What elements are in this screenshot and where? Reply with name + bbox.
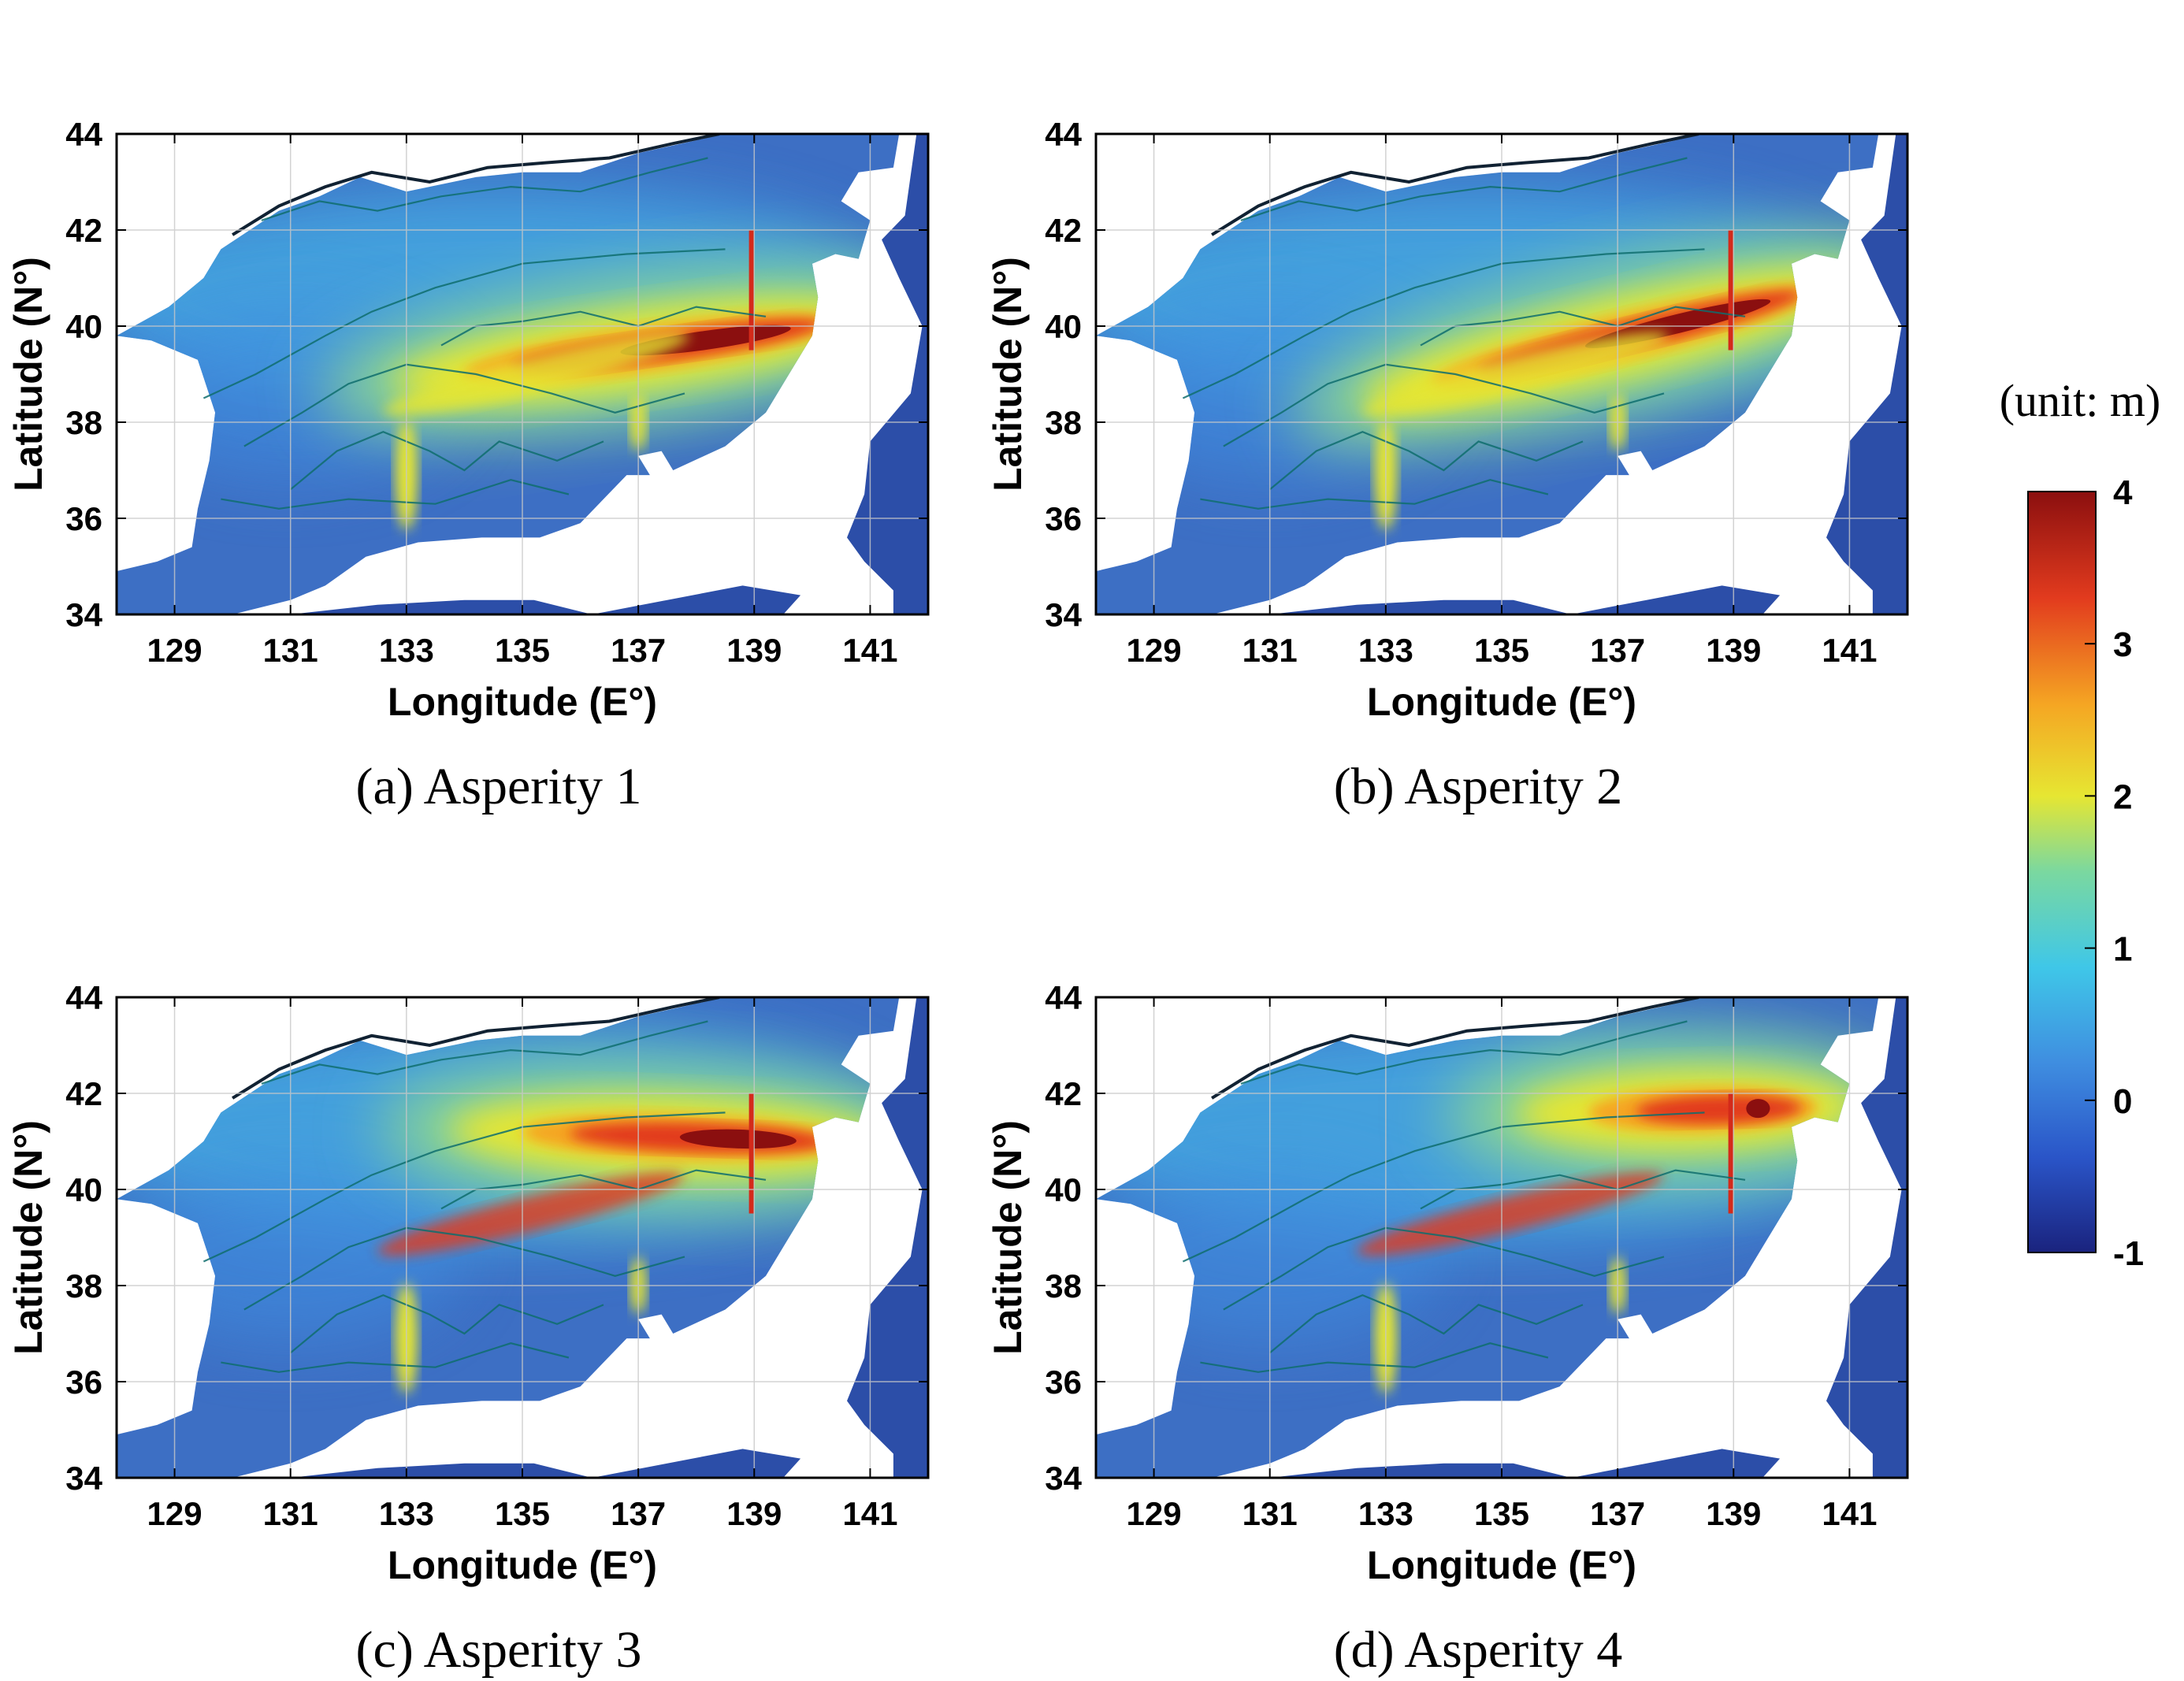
y-tick-label: 42 — [65, 212, 102, 249]
y-axis-label: Latitude (N°) — [6, 257, 50, 492]
x-tick-label: 137 — [611, 1495, 666, 1532]
colorbar-tick-label: 4 — [2113, 473, 2133, 512]
x-tick-label: 133 — [379, 1495, 434, 1532]
x-tick-label: 131 — [263, 1495, 318, 1532]
colorbar: (unit: m) -1 0 1 2 3 4 — [2000, 375, 2161, 1273]
map-area — [117, 997, 928, 1478]
y-tick-label: 34 — [65, 1460, 102, 1497]
y-tick-label: 42 — [1045, 212, 1082, 249]
y-tick-label: 38 — [65, 404, 102, 441]
panel-caption: (b) Asperity 2 — [1334, 758, 1623, 815]
panel-c: 129 131 133 135 137 139 141 34 36 38 40 42 44 Longitu… — [6, 979, 930, 1679]
y-axis-label: Latitude (N°) — [6, 1120, 50, 1355]
x-axis-label: Longitude (E°) — [1367, 1543, 1636, 1587]
x-axis-label: Longitude (E°) — [1367, 680, 1636, 724]
x-tick-label: 133 — [379, 632, 434, 669]
panels: 129 131 133 135 137 139 141 34 36 38 40 42 44 Longitu… — [6, 116, 1909, 1679]
map-area — [1096, 997, 1907, 1478]
y-tick-label: 42 — [65, 1075, 102, 1112]
x-tick-label: 129 — [147, 1495, 202, 1532]
y-tick-label: 38 — [1045, 404, 1082, 441]
colorbar-tick-label: 1 — [2113, 930, 2132, 969]
x-tick-label: 129 — [147, 632, 202, 669]
x-tick-label: 129 — [1127, 1495, 1182, 1532]
y-tick-label: 34 — [1045, 596, 1082, 633]
x-axis-label: Longitude (E°) — [388, 1543, 657, 1587]
colorbar-tick-label: 0 — [2113, 1082, 2132, 1121]
y-tick-label: 40 — [1045, 308, 1082, 345]
map-area — [1096, 134, 1907, 614]
gridlines — [117, 134, 928, 614]
x-tick-label: 133 — [1358, 632, 1413, 669]
x-tick-label: 137 — [611, 632, 666, 669]
x-tick-label: 135 — [1474, 1495, 1529, 1532]
x-tick-label: 141 — [1822, 632, 1877, 669]
x-axis-label: Longitude (E°) — [388, 680, 657, 724]
y-tick-label: 44 — [1045, 116, 1082, 153]
y-tick-label: 44 — [1045, 979, 1082, 1016]
y-tick-label: 36 — [1045, 1364, 1082, 1401]
x-tick-label: 135 — [495, 632, 550, 669]
y-tick-label: 38 — [65, 1267, 102, 1304]
y-tick-label: 44 — [65, 979, 102, 1016]
y-tick-label: 36 — [65, 500, 102, 537]
y-tick-label: 36 — [65, 1364, 102, 1401]
x-tick-label: 135 — [1474, 632, 1529, 669]
panel-caption: (c) Asperity 3 — [356, 1621, 642, 1679]
y-tick-label: 44 — [65, 116, 102, 153]
gridlines — [117, 997, 928, 1478]
x-tick-label: 139 — [1706, 632, 1761, 669]
y-tick-label: 36 — [1045, 500, 1082, 537]
y-tick-label: 42 — [1045, 1075, 1082, 1112]
x-tick-label: 131 — [263, 632, 318, 669]
map-area — [117, 134, 928, 614]
x-tick-label: 141 — [1822, 1495, 1877, 1532]
x-tick-label: 131 — [1242, 1495, 1298, 1532]
x-tick-label: 131 — [1242, 632, 1298, 669]
gridlines — [1096, 997, 1907, 1478]
x-tick-label: 137 — [1590, 632, 1645, 669]
y-tick-label: 38 — [1045, 1267, 1082, 1304]
x-tick-label: 141 — [842, 1495, 897, 1532]
colorbar-gradient — [2027, 491, 2097, 1253]
x-tick-label: 133 — [1358, 1495, 1413, 1532]
colorbar-tick-label: 2 — [2113, 777, 2132, 816]
colorbar-tick-label: -1 — [2113, 1234, 2144, 1273]
wave-height-field — [1096, 1021, 1879, 1394]
panel-d: 129 131 133 135 137 139 141 34 36 38 40 42 44 Longitu… — [986, 979, 1909, 1679]
x-tick-label: 129 — [1127, 632, 1182, 669]
gridlines — [1096, 134, 1907, 614]
x-tick-label: 137 — [1590, 1495, 1645, 1532]
y-axis-label: Latitude (N°) — [986, 1120, 1030, 1355]
panel-a: 129 131 133 135 137 139 141 34 36 38 40 42 44 Longitu… — [6, 116, 930, 815]
panel-caption: (d) Asperity 4 — [1334, 1621, 1623, 1679]
panel-b: 129 131 133 135 137 139 141 34 36 38 40 42 44 Longitu… — [986, 116, 1909, 815]
colorbar-title: (unit: m) — [2000, 375, 2161, 426]
x-tick-label: 141 — [842, 632, 897, 669]
y-tick-label: 40 — [65, 308, 102, 345]
y-tick-label: 34 — [1045, 1460, 1082, 1497]
y-axis-label: Latitude (N°) — [986, 257, 1030, 492]
x-tick-label: 139 — [1706, 1495, 1761, 1532]
x-tick-label: 139 — [726, 1495, 782, 1532]
panel-caption: (a) Asperity 1 — [356, 758, 642, 815]
y-tick-label: 34 — [65, 596, 102, 633]
y-tick-label: 40 — [65, 1171, 102, 1208]
y-tick-label: 40 — [1045, 1171, 1082, 1208]
bathymetry-contours — [202, 157, 767, 510]
colorbar-tick-label: 3 — [2113, 625, 2132, 664]
x-tick-label: 139 — [726, 632, 782, 669]
x-tick-label: 135 — [495, 1495, 550, 1532]
